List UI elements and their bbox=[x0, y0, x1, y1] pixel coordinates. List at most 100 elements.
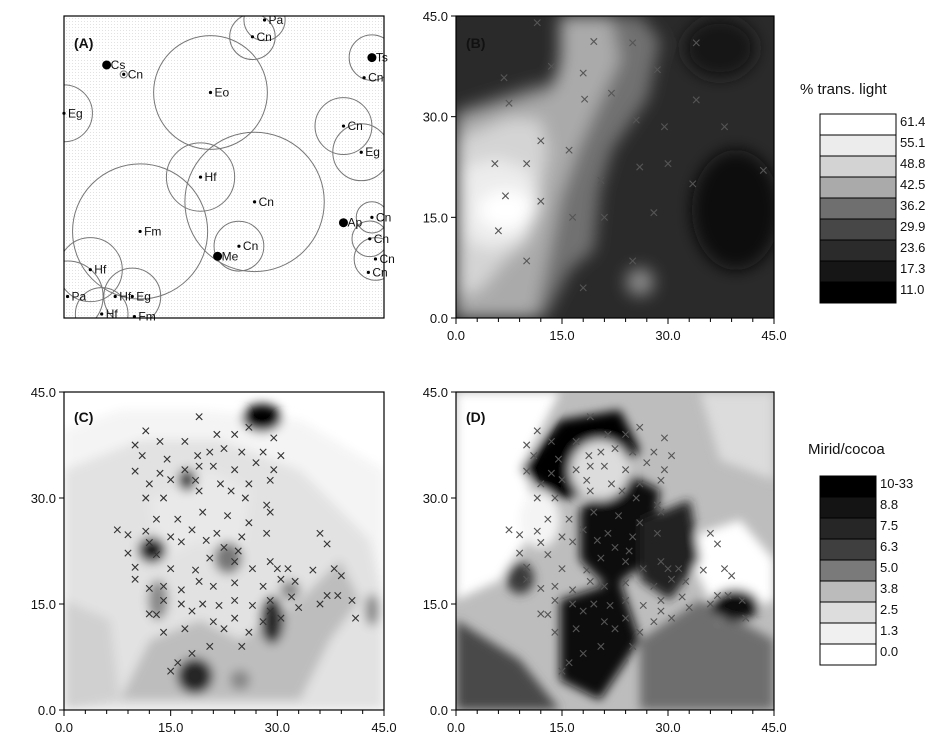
tree-crown-circle bbox=[184, 131, 325, 273]
legend-level-label: 1.3 bbox=[880, 623, 898, 638]
sample-point-mark bbox=[501, 192, 510, 200]
sample-point-mark bbox=[713, 540, 722, 548]
tree-position-mark bbox=[237, 244, 241, 248]
sample-point-mark bbox=[544, 550, 552, 559]
sample-point-mark bbox=[572, 466, 580, 474]
sample-point-mark bbox=[586, 413, 594, 421]
sample-point-mark bbox=[706, 529, 714, 537]
sample-point-mark bbox=[657, 596, 665, 605]
tree-position-mark bbox=[262, 18, 267, 22]
sample-point-mark bbox=[639, 601, 647, 610]
sample-point-mark bbox=[270, 466, 278, 474]
sample-point-mark bbox=[664, 565, 672, 573]
sample-point-mark bbox=[653, 66, 661, 74]
sample-point-mark bbox=[523, 575, 531, 583]
sample-point-mark bbox=[537, 538, 545, 547]
sample-point-mark bbox=[159, 582, 168, 590]
sample-point-mark bbox=[284, 565, 292, 573]
y-tick-label: 15.0 bbox=[423, 210, 448, 225]
sample-point-mark bbox=[569, 586, 577, 594]
x-tick-label: 45.0 bbox=[371, 720, 396, 735]
sample-point-mark bbox=[586, 462, 594, 470]
legend-level-label: 36.2 bbox=[900, 198, 925, 213]
x-tick-label: 15.0 bbox=[549, 328, 574, 343]
tree-crown-circle bbox=[243, 16, 286, 42]
tree-crown-circle bbox=[229, 16, 276, 61]
sample-point-mark bbox=[316, 529, 324, 537]
sample-point-mark bbox=[585, 452, 593, 460]
sample-point-mark bbox=[653, 501, 661, 509]
sample-point-mark bbox=[632, 116, 640, 124]
sample-point-mark bbox=[131, 575, 139, 583]
legend-level-label: 23.6 bbox=[900, 240, 925, 255]
tree-position-mark bbox=[373, 257, 378, 261]
tree-position-mark bbox=[341, 124, 346, 128]
sample-point-mark bbox=[248, 601, 257, 610]
tree-crown-circle bbox=[213, 220, 265, 272]
sample-point-mark bbox=[231, 614, 239, 622]
sample-point-mark bbox=[569, 600, 577, 608]
sample-point-mark bbox=[270, 434, 278, 442]
x-tick-label: 0.0 bbox=[447, 720, 465, 735]
sample-point-mark bbox=[606, 601, 614, 610]
sample-point-mark bbox=[678, 593, 686, 601]
legend-level-label: 61.4 bbox=[900, 114, 925, 129]
tree-position-mark bbox=[113, 294, 117, 299]
legend-swatch bbox=[819, 260, 897, 283]
x-tick-label: 45.0 bbox=[761, 720, 786, 735]
sample-point-mark bbox=[625, 547, 633, 555]
sample-point-mark bbox=[227, 487, 235, 495]
sample-point-mark bbox=[309, 566, 317, 574]
sample-point-mark bbox=[611, 625, 619, 633]
legend-level-label: 55.1 bbox=[900, 135, 925, 150]
sample-point-mark bbox=[583, 476, 591, 484]
sample-point-mark bbox=[537, 137, 545, 145]
tree-label: Cn bbox=[347, 119, 362, 133]
tree-label: Hf bbox=[106, 307, 119, 321]
tree-label: Cn bbox=[259, 195, 274, 209]
legend-level-label: 5.0 bbox=[880, 560, 898, 575]
sample-point-mark bbox=[597, 176, 605, 185]
sample-point-mark bbox=[523, 563, 531, 571]
sample-point-mark bbox=[188, 526, 196, 534]
sample-point-mark bbox=[156, 437, 164, 446]
sample-point-mark bbox=[491, 160, 499, 168]
x-tick-label: 30.0 bbox=[655, 328, 680, 343]
sample-point-mark bbox=[259, 582, 267, 590]
panel-c-mirid-contour: (C) 0.0 15.0 30.0 45.0 0.0 15.0 30.0 45.0 bbox=[31, 385, 397, 735]
sample-point-mark bbox=[720, 123, 729, 131]
sample-point-mark bbox=[206, 554, 214, 562]
sample-point-mark bbox=[604, 529, 612, 537]
sample-point-mark bbox=[188, 607, 196, 615]
tree-position-mark bbox=[359, 150, 363, 154]
tree-label: Cn bbox=[374, 232, 389, 246]
sample-point-mark bbox=[505, 526, 513, 534]
sample-point-mark bbox=[152, 515, 161, 523]
sample-point-mark bbox=[516, 531, 524, 539]
sample-point-mark bbox=[537, 584, 545, 593]
x-tick-label: 0.0 bbox=[447, 328, 465, 343]
legend-swatch bbox=[819, 239, 897, 262]
tree-crown-circle bbox=[348, 34, 384, 81]
legend-level-label: 17.3 bbox=[900, 261, 925, 276]
sample-point-mark bbox=[565, 515, 573, 523]
sample-point-mark bbox=[650, 448, 658, 456]
sample-point-mark bbox=[558, 476, 566, 484]
legend-level-label: 0.0 bbox=[880, 644, 898, 659]
sample-point-mark bbox=[145, 480, 153, 488]
tree-position-mark bbox=[100, 312, 104, 316]
legend-level-label: 11.0 bbox=[900, 282, 924, 297]
legend-swatch bbox=[819, 538, 877, 561]
sample-point-mark bbox=[597, 554, 605, 562]
tree-position-mark bbox=[102, 60, 112, 70]
sample-point-mark bbox=[245, 423, 253, 431]
sample-point-mark bbox=[523, 467, 531, 475]
sample-point-mark bbox=[266, 596, 274, 605]
sample-point-mark bbox=[533, 494, 541, 502]
sample-point-mark bbox=[194, 452, 202, 460]
sample-point-mark bbox=[206, 448, 214, 456]
sample-point-mark bbox=[558, 533, 566, 541]
sample-point-mark bbox=[639, 565, 647, 573]
sample-point-mark bbox=[259, 618, 267, 626]
sample-point-mark bbox=[195, 413, 203, 421]
